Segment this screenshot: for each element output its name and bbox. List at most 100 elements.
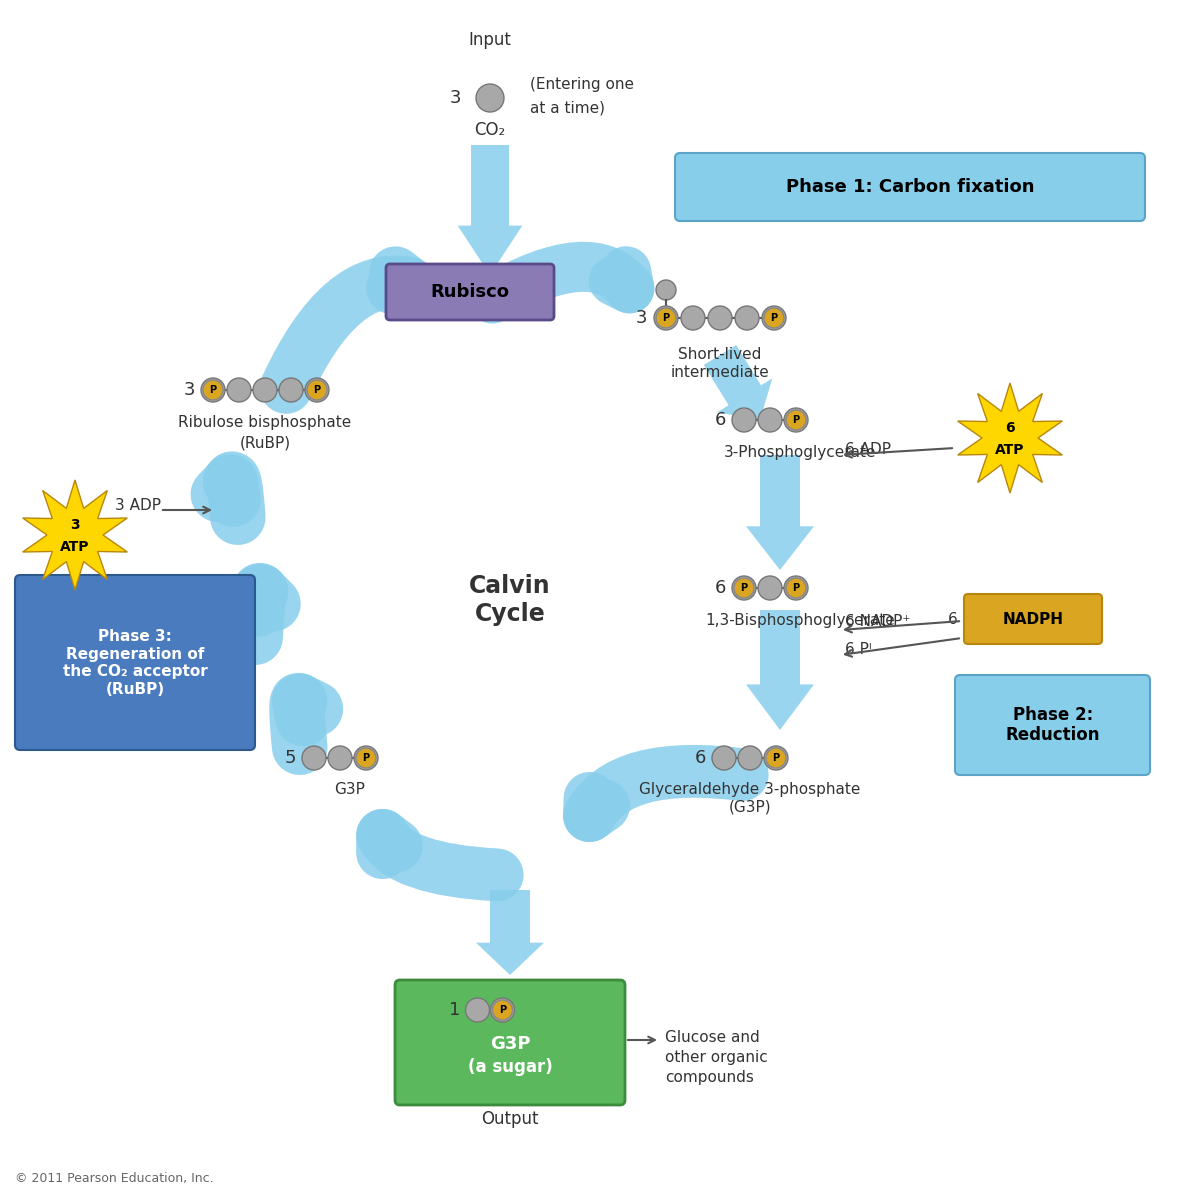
Circle shape <box>328 746 352 770</box>
Circle shape <box>787 578 806 598</box>
Circle shape <box>787 410 806 430</box>
Text: P: P <box>663 313 670 323</box>
Text: 6: 6 <box>715 578 726 596</box>
Text: Ribulose bisphosphate: Ribulose bisphosphate <box>178 415 351 430</box>
Text: 1,3-Bisphosphoglycerate: 1,3-Bisphosphoglycerate <box>706 613 895 628</box>
Text: 3: 3 <box>70 518 80 532</box>
FancyArrowPatch shape <box>218 479 238 517</box>
Circle shape <box>656 308 676 328</box>
Circle shape <box>784 576 808 600</box>
Text: (a sugar): (a sugar) <box>468 1058 552 1076</box>
Text: P: P <box>770 313 777 323</box>
Circle shape <box>758 408 782 432</box>
Text: 3-Phosphoglycerate: 3-Phosphoglycerate <box>724 445 876 460</box>
Text: Input: Input <box>469 31 512 49</box>
Text: Output: Output <box>481 1110 539 1128</box>
Text: P: P <box>363 754 370 763</box>
FancyBboxPatch shape <box>964 594 1102 644</box>
Text: P: P <box>209 385 217 395</box>
FancyBboxPatch shape <box>395 980 625 1105</box>
Text: Glyceraldehyde 3-phosphate: Glyceraldehyde 3-phosphate <box>639 782 860 797</box>
Text: (RuBP): (RuBP) <box>239 434 290 450</box>
Text: at a time): at a time) <box>530 101 605 115</box>
Text: 6 NADP⁺: 6 NADP⁺ <box>845 614 910 630</box>
Text: G3P: G3P <box>334 782 365 797</box>
Text: 6: 6 <box>695 749 707 767</box>
Circle shape <box>490 998 514 1022</box>
FancyArrow shape <box>476 890 544 974</box>
FancyArrowPatch shape <box>286 272 409 388</box>
Text: © 2011 Pearson Education, Inc.: © 2011 Pearson Education, Inc. <box>15 1172 214 1186</box>
Text: Phase 2:
Reduction: Phase 2: Reduction <box>1006 706 1101 744</box>
FancyArrowPatch shape <box>382 835 497 875</box>
Text: P: P <box>772 754 779 763</box>
Text: (Entering one: (Entering one <box>530 78 634 92</box>
Text: P: P <box>313 385 320 395</box>
Circle shape <box>302 746 326 770</box>
Text: 3 ADP: 3 ADP <box>115 498 161 512</box>
Text: 6: 6 <box>1006 421 1015 434</box>
FancyBboxPatch shape <box>15 575 255 750</box>
Text: 3: 3 <box>183 382 195 398</box>
Text: 6: 6 <box>715 410 726 428</box>
Circle shape <box>681 306 704 330</box>
Text: Rubisco: Rubisco <box>431 283 509 301</box>
Circle shape <box>493 1000 513 1020</box>
Circle shape <box>476 84 505 112</box>
Text: (G3P): (G3P) <box>728 800 771 815</box>
Text: NADPH: NADPH <box>1002 612 1064 626</box>
Text: P: P <box>740 583 747 593</box>
Text: Calvin
Cycle: Calvin Cycle <box>469 574 551 626</box>
FancyArrowPatch shape <box>493 266 630 299</box>
Text: CO₂: CO₂ <box>475 121 506 139</box>
FancyBboxPatch shape <box>956 674 1150 775</box>
Text: intermediate: intermediate <box>671 365 770 380</box>
Circle shape <box>784 408 808 432</box>
Circle shape <box>732 408 756 432</box>
Text: G3P: G3P <box>490 1034 531 1054</box>
FancyArrowPatch shape <box>589 772 743 816</box>
Circle shape <box>762 306 787 330</box>
Circle shape <box>654 306 678 330</box>
FancyArrow shape <box>746 610 814 730</box>
Circle shape <box>356 748 376 768</box>
Circle shape <box>278 378 303 402</box>
Text: ATP: ATP <box>995 443 1025 457</box>
Circle shape <box>764 746 788 770</box>
FancyArrow shape <box>746 455 814 570</box>
Text: 1: 1 <box>450 1001 461 1019</box>
Polygon shape <box>23 480 127 590</box>
Circle shape <box>307 380 327 400</box>
Circle shape <box>712 746 735 770</box>
Circle shape <box>201 378 225 402</box>
Polygon shape <box>958 383 1063 493</box>
Text: Short-lived: Short-lived <box>678 347 762 362</box>
Circle shape <box>227 378 251 402</box>
Text: P: P <box>793 415 800 425</box>
Text: 3: 3 <box>450 89 461 107</box>
FancyBboxPatch shape <box>675 152 1145 221</box>
FancyArrow shape <box>458 145 522 275</box>
Text: 6: 6 <box>948 612 958 626</box>
Circle shape <box>734 578 754 598</box>
Text: other organic: other organic <box>665 1050 768 1066</box>
FancyArrowPatch shape <box>298 701 315 748</box>
Text: 6 Pᴵ: 6 Pᴵ <box>845 642 872 658</box>
Circle shape <box>656 280 676 300</box>
Text: ATP: ATP <box>61 540 89 554</box>
Circle shape <box>203 380 223 400</box>
Circle shape <box>732 576 756 600</box>
Circle shape <box>764 308 784 328</box>
FancyArrow shape <box>703 346 772 420</box>
Circle shape <box>465 998 489 1022</box>
Text: P: P <box>499 1006 506 1015</box>
Text: P: P <box>793 583 800 593</box>
Circle shape <box>708 306 732 330</box>
FancyBboxPatch shape <box>386 264 555 320</box>
Circle shape <box>305 378 328 402</box>
Circle shape <box>758 576 782 600</box>
Circle shape <box>766 748 787 768</box>
Circle shape <box>738 746 762 770</box>
Circle shape <box>353 746 378 770</box>
Text: Phase 3:
Regeneration of
the CO₂ acceptor
(RuBP): Phase 3: Regeneration of the CO₂ accepto… <box>63 629 207 696</box>
